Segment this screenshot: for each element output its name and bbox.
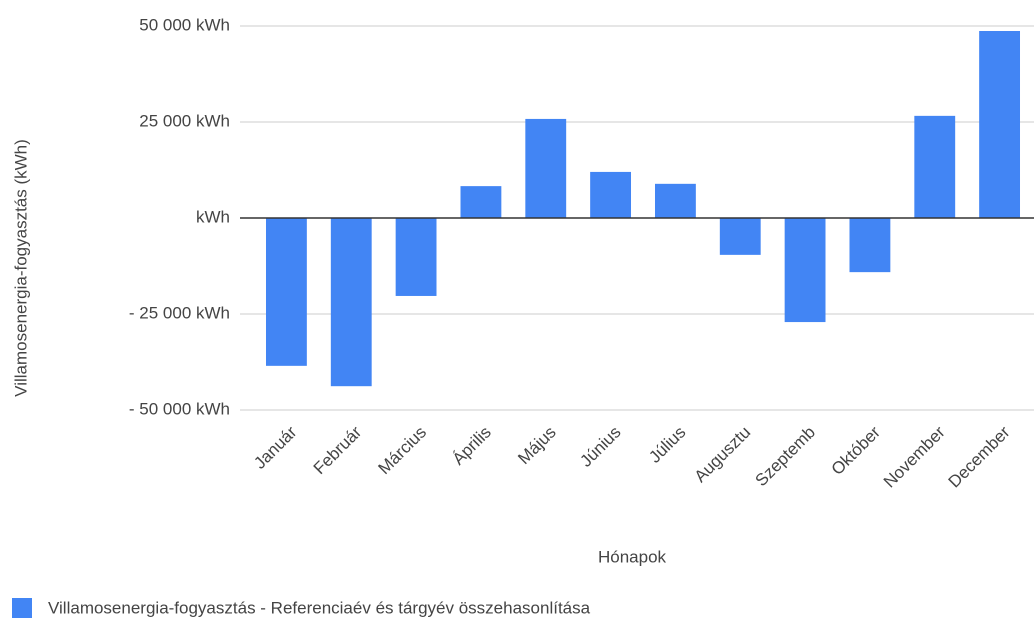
x-tick-label: Február [310,422,366,478]
bar [979,30,1021,218]
bar [590,171,632,218]
legend-label: Villamosenergia-fogyasztás - Referenciaé… [48,598,591,617]
bar [914,115,956,218]
bar [784,218,826,323]
bar [330,218,372,387]
bar [849,218,891,273]
bar [395,218,437,296]
y-tick-label: 50 000 kWh [139,15,230,34]
y-tick-label: - 50 000 kWh [129,399,230,418]
x-tick-label: Július [645,423,689,467]
x-tick-label: Március [375,423,431,479]
bar [460,186,502,218]
x-tick-label: Szeptemb [752,423,820,491]
y-tick-label: 25 000 kWh [139,111,230,130]
legend-swatch [12,598,32,618]
x-tick-label: Január [250,422,300,472]
x-tick-label: Május [514,423,560,469]
y-axis-label: Villamosenergia-fogyasztás (kWh) [11,139,30,397]
bar [719,218,761,255]
x-axis-label: Hónapok [598,547,667,566]
x-tick-label: December [945,422,1014,491]
x-tick-label: Október [828,422,884,478]
x-tick-label: Április [449,423,495,469]
bar [265,218,307,366]
bar [654,183,696,218]
y-tick-label: kWh [196,207,230,226]
x-tick-label: Június [576,423,624,471]
x-tick-label: Augusztu [691,423,755,487]
bar [525,118,567,218]
x-tick-label: November [880,422,949,491]
y-tick-label: - 25 000 kWh [129,303,230,322]
